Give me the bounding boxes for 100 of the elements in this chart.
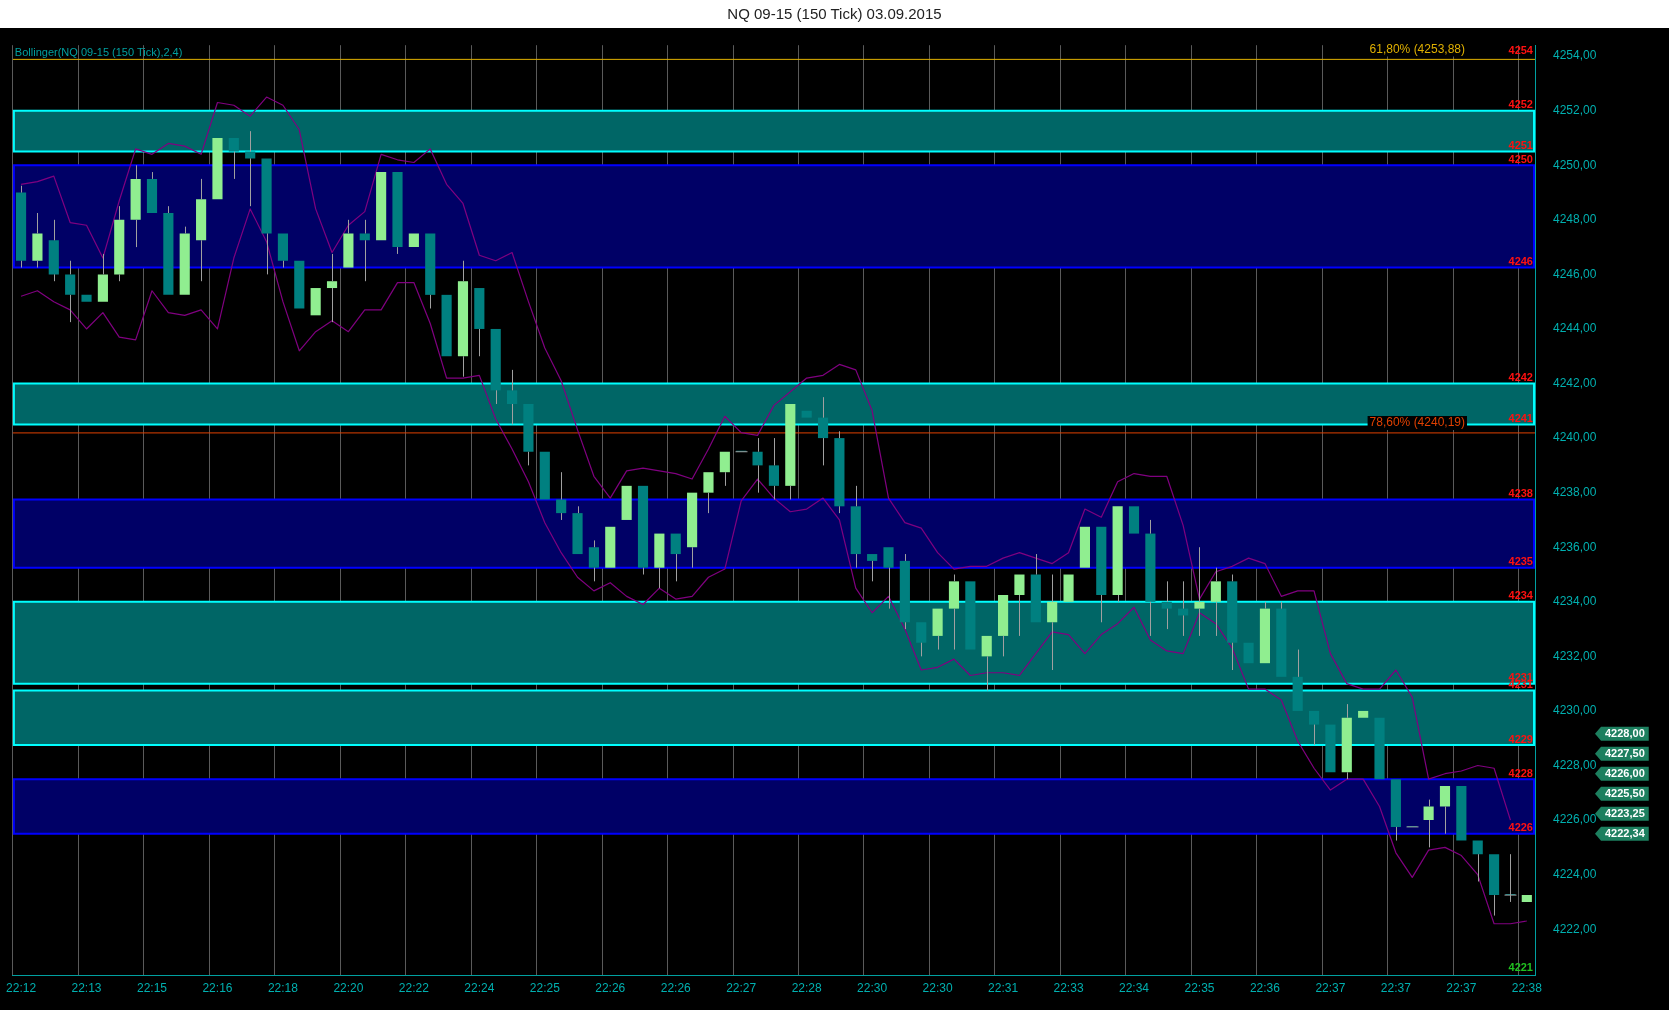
- annotation: 4229: [1508, 732, 1533, 745]
- x-tick-label: 22:15: [136, 981, 168, 996]
- candlestick: [1227, 574, 1238, 671]
- x-tick-label: 22:37: [1446, 981, 1477, 996]
- x-tick-label: 22:35: [1184, 981, 1215, 996]
- candlestick: [719, 451, 730, 487]
- x-tick-label: 22:16: [202, 981, 233, 996]
- text: 4225,50: [1605, 786, 1645, 799]
- x-tick-label: 22:13: [71, 981, 102, 996]
- x-tick-label: 22:12: [6, 981, 37, 996]
- candlestick: [474, 288, 485, 357]
- x-tick-label: 22:27: [726, 981, 757, 996]
- candlestick: [1014, 574, 1025, 637]
- candlestick: [948, 574, 960, 651]
- candlestick: [899, 553, 910, 630]
- annotation: 4241: [1508, 411, 1533, 424]
- candlestick: [1439, 785, 1451, 835]
- annotation: 4234: [1508, 589, 1534, 602]
- candlestick: [228, 137, 239, 180]
- candlestick: [834, 430, 845, 514]
- annotation: 4228: [1508, 766, 1533, 779]
- text: 4227,50: [1605, 746, 1645, 759]
- x-tick-label: 22:30: [857, 981, 888, 996]
- candlestick: [326, 253, 338, 323]
- annotation: 4246: [1508, 255, 1533, 268]
- x-tick-label: 22:37: [1380, 981, 1412, 996]
- candlestick: [1145, 519, 1156, 637]
- candlestick: [1259, 601, 1271, 664]
- x-tick-label: 22:25: [529, 981, 561, 996]
- candlestick: [768, 437, 780, 500]
- candlestick: [588, 539, 599, 582]
- candlestick: [392, 172, 403, 255]
- candlestick: [637, 485, 649, 576]
- candlestick: [97, 253, 108, 302]
- candlestick: [1194, 546, 1205, 637]
- annotation: 4250: [1508, 152, 1533, 165]
- y-tick-label: 4236,00: [1553, 539, 1597, 554]
- ref-line-label: 61,80% (4253,88): [1369, 41, 1465, 56]
- candlestick: [490, 328, 501, 405]
- candlestick: [15, 185, 27, 269]
- y-tick-label: 4244,00: [1553, 321, 1597, 336]
- x-tick-label: 22:24: [464, 981, 495, 996]
- text: 4226,00: [1605, 766, 1645, 779]
- candlestick: [1341, 703, 1352, 780]
- candlestick: [163, 205, 174, 295]
- candlestick: [1472, 840, 1483, 882]
- candlestick: [883, 547, 894, 610]
- y-tick-label: 4222,00: [1553, 921, 1597, 936]
- candlestick: [785, 403, 796, 500]
- candlestick: [196, 178, 207, 282]
- x-tick-label: 22:20: [333, 981, 364, 996]
- y-tick-label: 4252,00: [1553, 103, 1597, 117]
- candlestick: [572, 505, 583, 555]
- candlestick: [130, 164, 141, 248]
- candlestick: [556, 471, 567, 521]
- x-tick-label: 22:28: [791, 981, 823, 996]
- x-tick-label: 22:18: [267, 981, 299, 996]
- y-tick-label: 4224,00: [1553, 866, 1597, 881]
- x-tick-label: 22:34: [1118, 981, 1150, 996]
- candlestick: [343, 219, 354, 268]
- text: 4223,25: [1605, 806, 1645, 819]
- annotation: 4235: [1508, 555, 1533, 568]
- x-tick-label: 22:36: [1249, 981, 1281, 996]
- y-tick-label: 4232,00: [1553, 648, 1597, 663]
- y-tick-label: 4234,00: [1553, 594, 1597, 609]
- candlestick: [457, 260, 469, 378]
- candlestick: [1112, 506, 1123, 603]
- candlestick: [261, 158, 272, 275]
- candlestick: [146, 171, 158, 213]
- candlestick: [114, 205, 125, 282]
- candlestick: [277, 233, 288, 269]
- candlestick: [1047, 574, 1058, 671]
- x-tick-label: 22:33: [1053, 981, 1084, 996]
- x-tick-label: 22:37: [1315, 981, 1346, 996]
- annotation: 4238: [1508, 487, 1533, 500]
- candlestick: [916, 622, 927, 657]
- x-tick-label: 22:31: [988, 981, 1019, 996]
- annotation: 4254: [1508, 43, 1534, 56]
- candlestick: [670, 533, 681, 582]
- text: 4228,00: [1605, 726, 1645, 739]
- candlestick: [1096, 526, 1107, 623]
- candlestick: [1030, 553, 1041, 623]
- text: 4222,34: [1605, 826, 1646, 839]
- annotation: 4221: [1508, 961, 1533, 974]
- candlestick: [932, 608, 943, 651]
- candlestick: [1423, 799, 1434, 848]
- candlestick: [32, 212, 43, 269]
- annotation: 4242: [1508, 371, 1533, 384]
- y-tick-label: 4246,00: [1553, 266, 1597, 281]
- y-tick-label: 4230,00: [1553, 703, 1597, 718]
- y-tick-label: 4250,00: [1553, 157, 1597, 172]
- candlestick: [523, 403, 534, 466]
- y-tick-label: 4242,00: [1553, 375, 1597, 390]
- candlestick: [1161, 580, 1172, 630]
- x-tick-label: 22:22: [398, 981, 430, 996]
- candlestick: [867, 554, 878, 582]
- candlestick: [506, 369, 518, 425]
- candlestick: [425, 233, 436, 309]
- y-tick-label: 4238,00: [1553, 484, 1597, 499]
- annotation: 4226: [1508, 821, 1533, 834]
